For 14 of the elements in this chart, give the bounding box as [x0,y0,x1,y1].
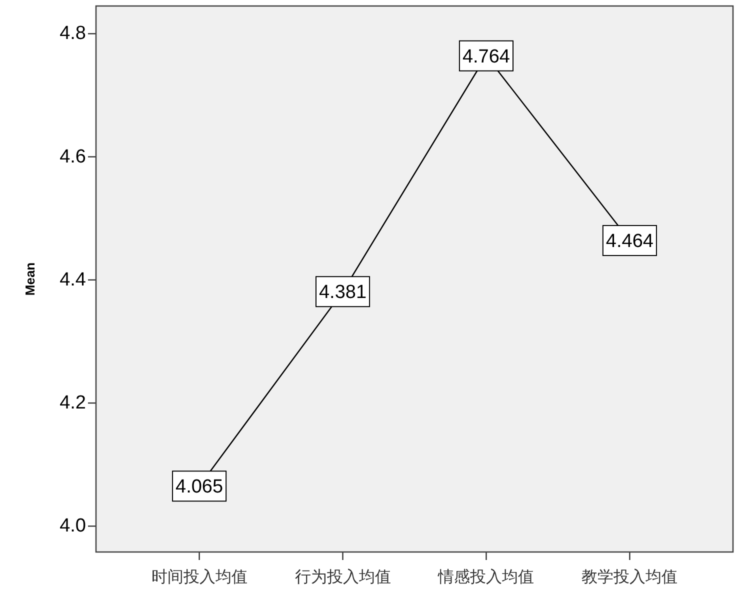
y-tick-label: 4.4 [60,269,86,290]
x-tick-label: 情感投入均值 [437,568,534,586]
x-tick-label: 时间投入均值 [151,568,248,586]
y-tick-label: 4.6 [60,146,86,168]
y-axis-title: Mean [22,262,38,296]
data-label: 4.065 [176,476,224,498]
data-label: 4.464 [606,231,654,252]
data-label: 4.381 [318,282,367,304]
y-tick-label: 4.0 [60,516,86,537]
x-tick-label: 行为投入均值 [294,568,391,586]
data-label: 4.764 [462,46,510,68]
x-tick-label: 教学投入均值 [582,568,678,586]
y-tick-label: 4.8 [60,23,86,44]
y-tick-label: 4.2 [60,392,86,414]
